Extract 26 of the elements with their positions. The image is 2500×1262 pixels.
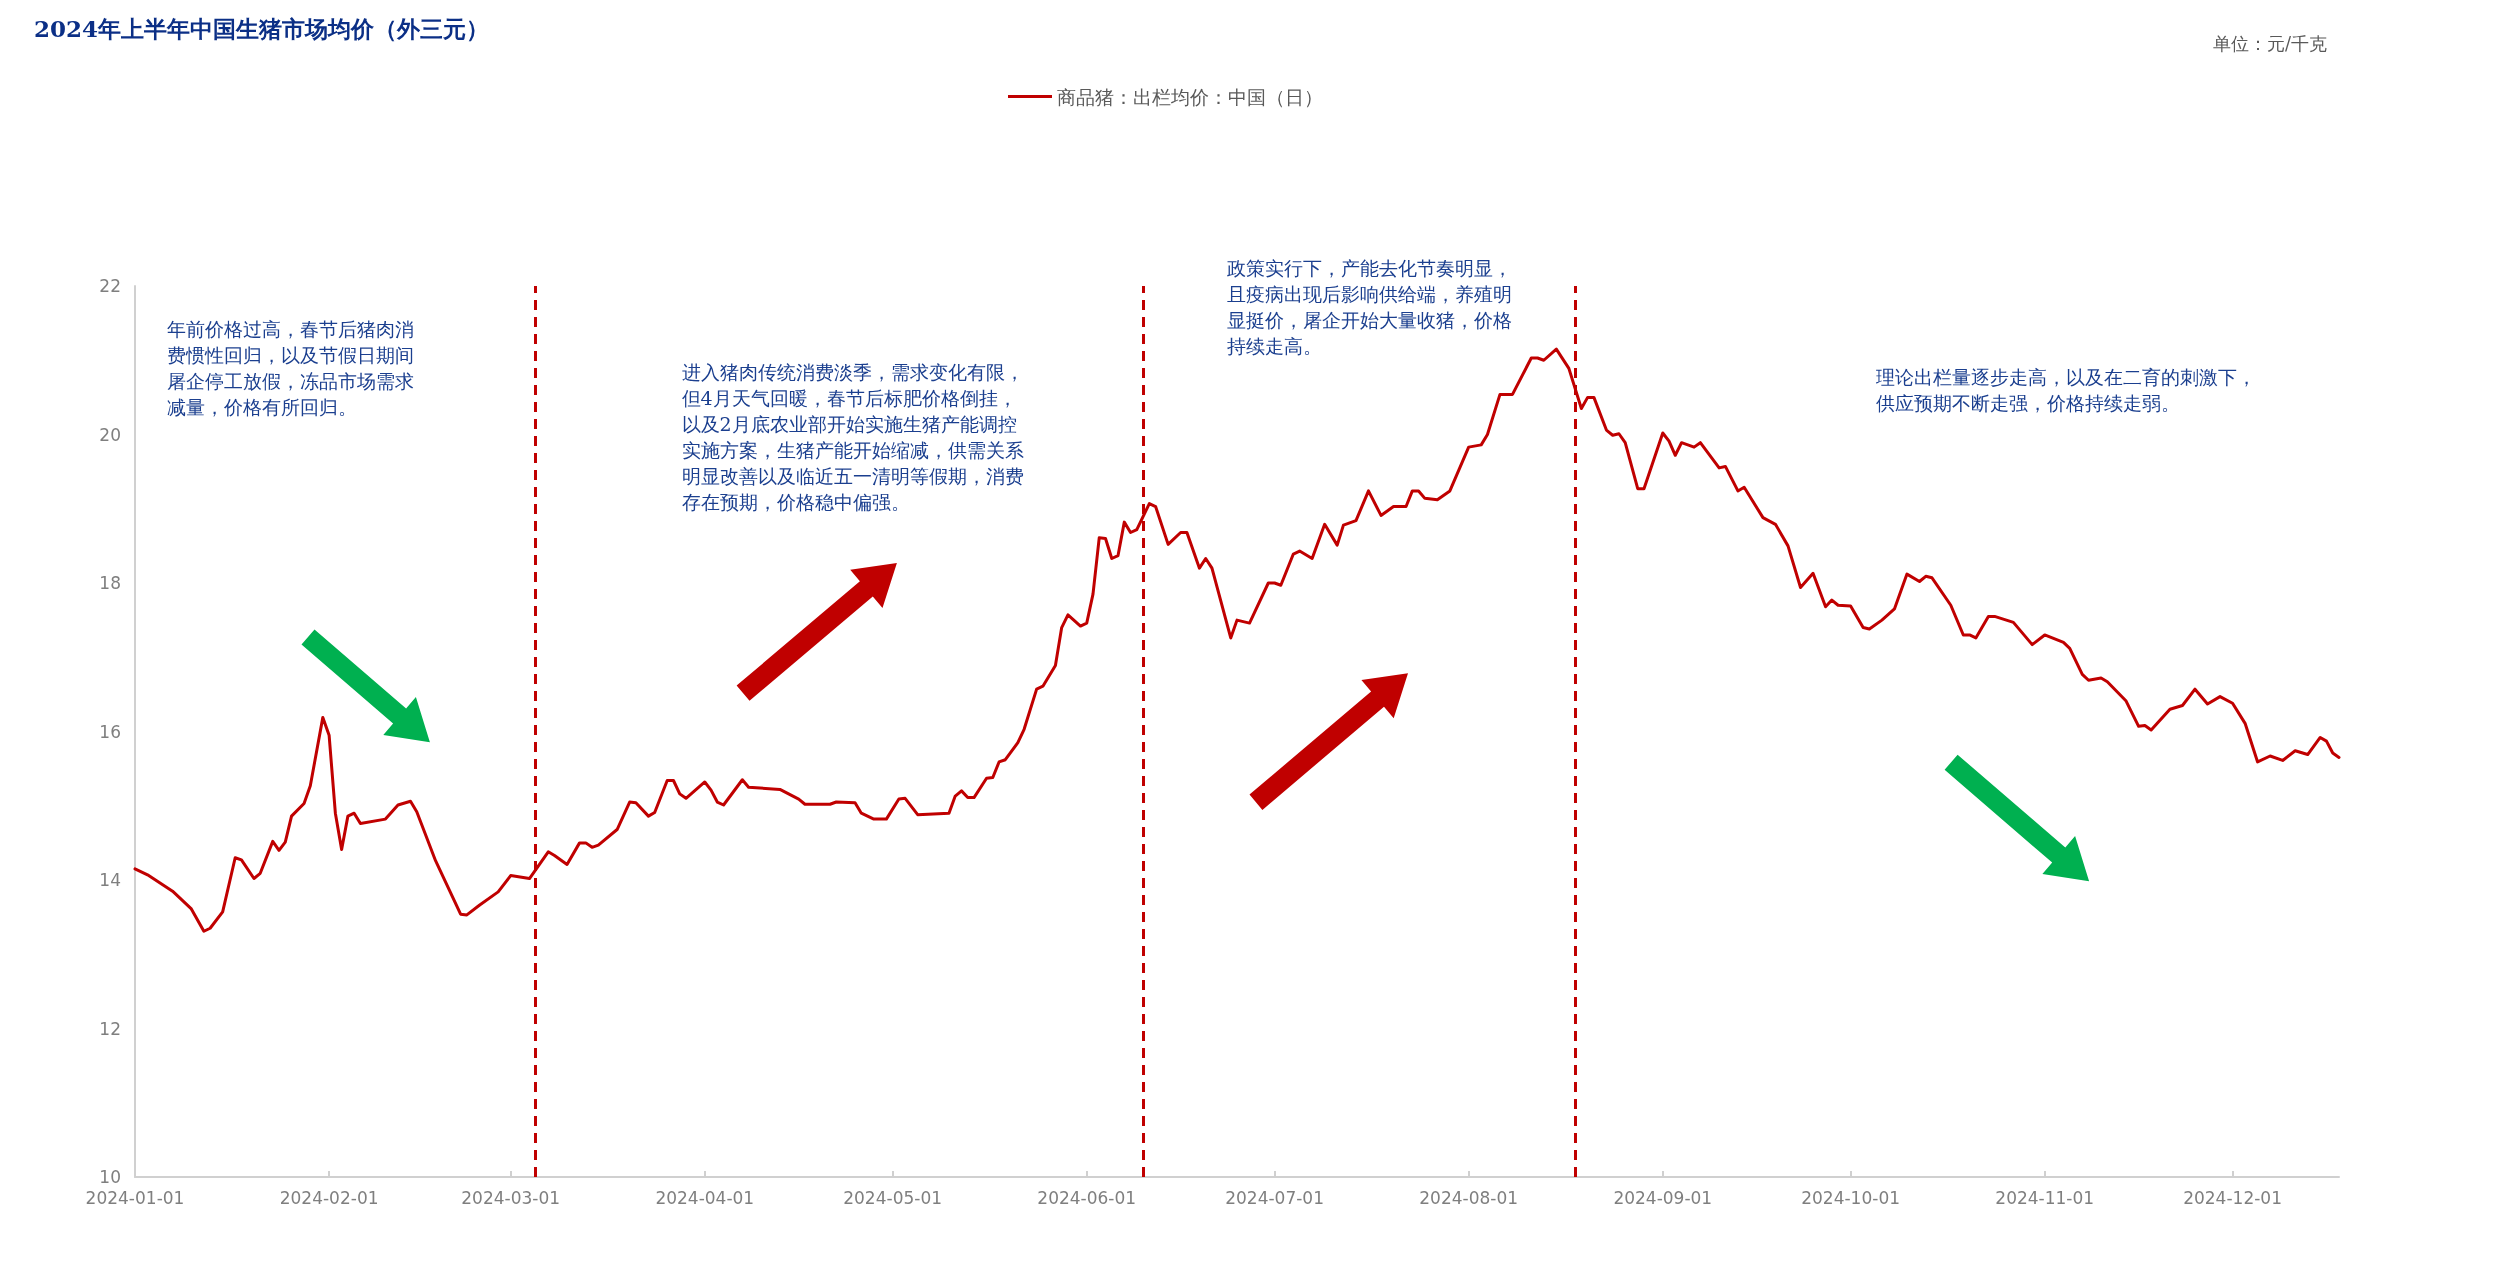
- y-tick-label: 12: [99, 1018, 121, 1039]
- annotation: 进入猪肉传统消费淡季，需求变化有限，但4月天气回暖，春节后标肥价格倒挂，以及2月底农业部开始实施生猪产能调控实施方案，生猪产能开始缩减，供需关系明显改善以及临近五一清明等假期，消费存在预期，价格稳中偏强。: [681, 361, 1024, 514]
- y-tick-label: 16: [99, 721, 121, 742]
- annotation: 年前价格过高，春节后猪肉消费惯性回归，以及节假日期间屠企停工放假，冻品市场需求减量，价格有所回归。: [166, 318, 414, 419]
- chart-title: 2024年上半年中国生猪市场均价（外三元）: [34, 15, 490, 42]
- x-tick-label: 2024-09-01: [1613, 1187, 1713, 1208]
- x-tick-label: 2024-03-01: [461, 1187, 561, 1208]
- annotation: 政策实行下，产能去化节奏明显，且疫病出现后影响供给端，养殖明显挺价，屠企开始大量收猪，价格持续走高。: [1227, 256, 1513, 357]
- x-tick-label: 2024-02-01: [279, 1187, 379, 1208]
- y-tick-label: 22: [99, 276, 121, 296]
- x-tick-label: 2024-05-01: [843, 1187, 943, 1208]
- text: 单位：元/千克: [2212, 32, 2327, 54]
- legend-label: 商品猪：出栏均价：中国（日）: [1057, 85, 1323, 108]
- x-tick-label: 2024-04-01: [655, 1187, 755, 1208]
- x-tick-label: 2024-10-01: [1801, 1187, 1901, 1208]
- x-tick-label: 2024-08-01: [1419, 1187, 1519, 1208]
- annotation: 理论出栏量逐步走高，以及在二育的刺激下，供应预期不断走强，价格持续走弱。: [1876, 366, 2257, 415]
- x-tick-label: 2024-01-01: [85, 1187, 185, 1208]
- x-tick-label: 2024-06-01: [1037, 1187, 1137, 1208]
- x-tick-label: 2024-07-01: [1225, 1187, 1324, 1208]
- y-tick-label: 14: [99, 870, 121, 890]
- x-tick-label: 2024-11-01: [1995, 1187, 2095, 1208]
- x-tick-label: 2024-12-01: [2183, 1187, 2282, 1208]
- y-tick-label: 18: [99, 573, 121, 593]
- y-tick-label: 10: [99, 1167, 121, 1187]
- y-tick-label: 20: [99, 424, 121, 445]
